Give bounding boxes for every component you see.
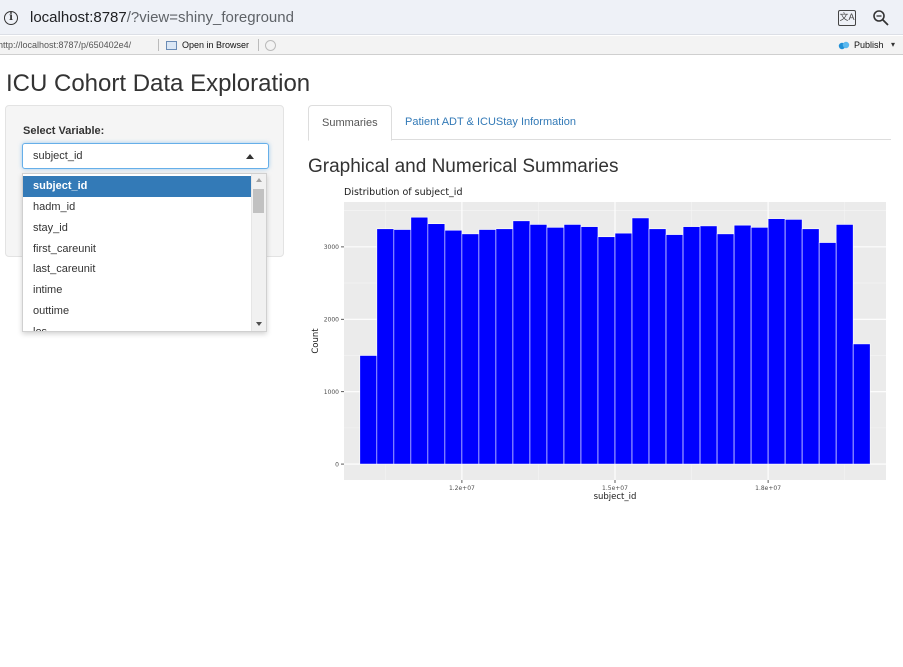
caret-up-icon[interactable] <box>246 154 254 159</box>
tab-summaries[interactable]: Summaries <box>308 105 392 141</box>
url-host: localhost:8787 <box>30 9 127 26</box>
dropdown-option[interactable]: subject_id <box>23 176 251 197</box>
histogram-bar <box>699 225 718 465</box>
translate-icon[interactable]: 文A <box>838 10 856 26</box>
section-title: Graphical and Numerical Summaries <box>308 156 619 177</box>
histogram-bar <box>665 234 684 465</box>
histogram-bar <box>631 217 650 465</box>
dropdown-option[interactable]: stay_id <box>33 222 68 234</box>
histogram-bar <box>444 229 463 465</box>
histogram-bar <box>614 232 633 465</box>
histogram-bar <box>733 224 752 465</box>
x-ticks: 1.2e+07 1.5e+07 1.8e+07 <box>449 480 781 492</box>
viewer-toolbar: http://localhost:8787/p/650402e4/ Open i… <box>0 36 903 55</box>
x-tick-label: 1.2e+07 <box>449 485 475 492</box>
scroll-up-icon[interactable] <box>256 178 262 182</box>
histogram-bar <box>716 233 735 465</box>
histogram-bar <box>852 343 871 465</box>
y-tick-label: 3000 <box>324 244 339 251</box>
chart-title: Distribution of subject_id <box>344 187 462 198</box>
histogram-bar <box>784 219 803 465</box>
x-axis-label: subject_id <box>594 492 637 502</box>
y-tick-label: 0 <box>335 461 339 468</box>
address-url[interactable]: localhost:8787/?view=shiny_foreground <box>30 9 294 26</box>
y-axis-label: Count <box>311 328 321 354</box>
tab-bar: Summaries Patient ADT & ICUStay Informat… <box>308 105 891 141</box>
histogram-bar <box>359 355 378 465</box>
variable-select[interactable]: subject_id <box>22 143 269 169</box>
histogram-bar <box>546 227 565 465</box>
histogram-bar <box>801 228 820 465</box>
histogram-bar <box>597 236 616 465</box>
dropdown-option[interactable]: first_careunit <box>33 243 96 255</box>
histogram-bar <box>529 224 548 465</box>
histogram-bar <box>393 229 412 465</box>
histogram-chart: Distribution of subject_id 0 1000 2000 3000… <box>311 187 886 502</box>
y-tick-label: 1000 <box>324 389 339 396</box>
histogram-bar <box>648 228 667 465</box>
bars <box>359 216 871 465</box>
variable-dropdown: subject_id hadm_id stay_id first_careuni… <box>22 173 267 332</box>
histogram-bar <box>682 226 701 465</box>
dropdown-option[interactable]: intime <box>33 284 63 296</box>
variable-select-value[interactable]: subject_id <box>33 150 83 162</box>
y-tick-label: 2000 <box>324 316 339 323</box>
scroll-down-icon[interactable] <box>256 322 262 326</box>
histogram-bar <box>750 227 769 465</box>
dropdown-option[interactable]: hadm_id <box>33 201 76 213</box>
publish-button[interactable]: Publish <box>854 40 884 50</box>
toolbar-separator <box>158 39 159 51</box>
app-title: ICU Cohort Data Exploration <box>6 70 311 97</box>
x-tick-label: 1.8e+07 <box>755 485 781 492</box>
publish-icon[interactable] <box>838 40 850 51</box>
histogram-bar <box>563 224 582 465</box>
select-variable-label: Select Variable: <box>23 125 105 137</box>
dropdown-option[interactable]: outtime <box>33 305 70 317</box>
site-info-icon[interactable]: i <box>4 11 18 25</box>
histogram-bar <box>410 216 429 465</box>
histogram-bar <box>580 226 599 465</box>
histogram-bar <box>835 224 854 465</box>
publish-dropdown-icon[interactable]: ▾ <box>891 40 896 49</box>
viewer-url[interactable]: http://localhost:8787/p/650402e4/ <box>0 40 132 50</box>
y-ticks: 0 1000 2000 3000 <box>324 244 344 468</box>
url-path: /?view=shiny_foreground <box>126 9 294 26</box>
histogram-bar <box>461 233 480 465</box>
refresh-icon[interactable] <box>265 40 276 51</box>
browser-address-bar: i localhost:8787/?view=shiny_foreground … <box>0 0 903 35</box>
dropdown-scrollbar[interactable] <box>251 174 266 331</box>
histogram-bar <box>767 218 786 465</box>
histogram-bar <box>818 242 837 465</box>
dropdown-option[interactable]: last_careunit <box>33 263 96 275</box>
toolbar-separator <box>258 39 259 51</box>
histogram-bar <box>512 220 531 465</box>
x-tick-label: 1.5e+07 <box>602 485 628 492</box>
dropdown-option[interactable]: los <box>33 326 48 332</box>
histogram-bar <box>478 229 497 465</box>
open-in-browser-button[interactable]: Open in Browser <box>182 40 250 50</box>
open-in-browser-icon[interactable] <box>166 41 177 50</box>
zoom-icon[interactable] <box>872 9 890 27</box>
histogram-bar <box>495 228 514 465</box>
histogram-bar <box>427 223 446 465</box>
scroll-thumb[interactable] <box>253 189 264 213</box>
histogram-bar <box>376 228 395 465</box>
tab-patient-adt[interactable]: Patient ADT & ICUStay Information <box>405 116 576 128</box>
